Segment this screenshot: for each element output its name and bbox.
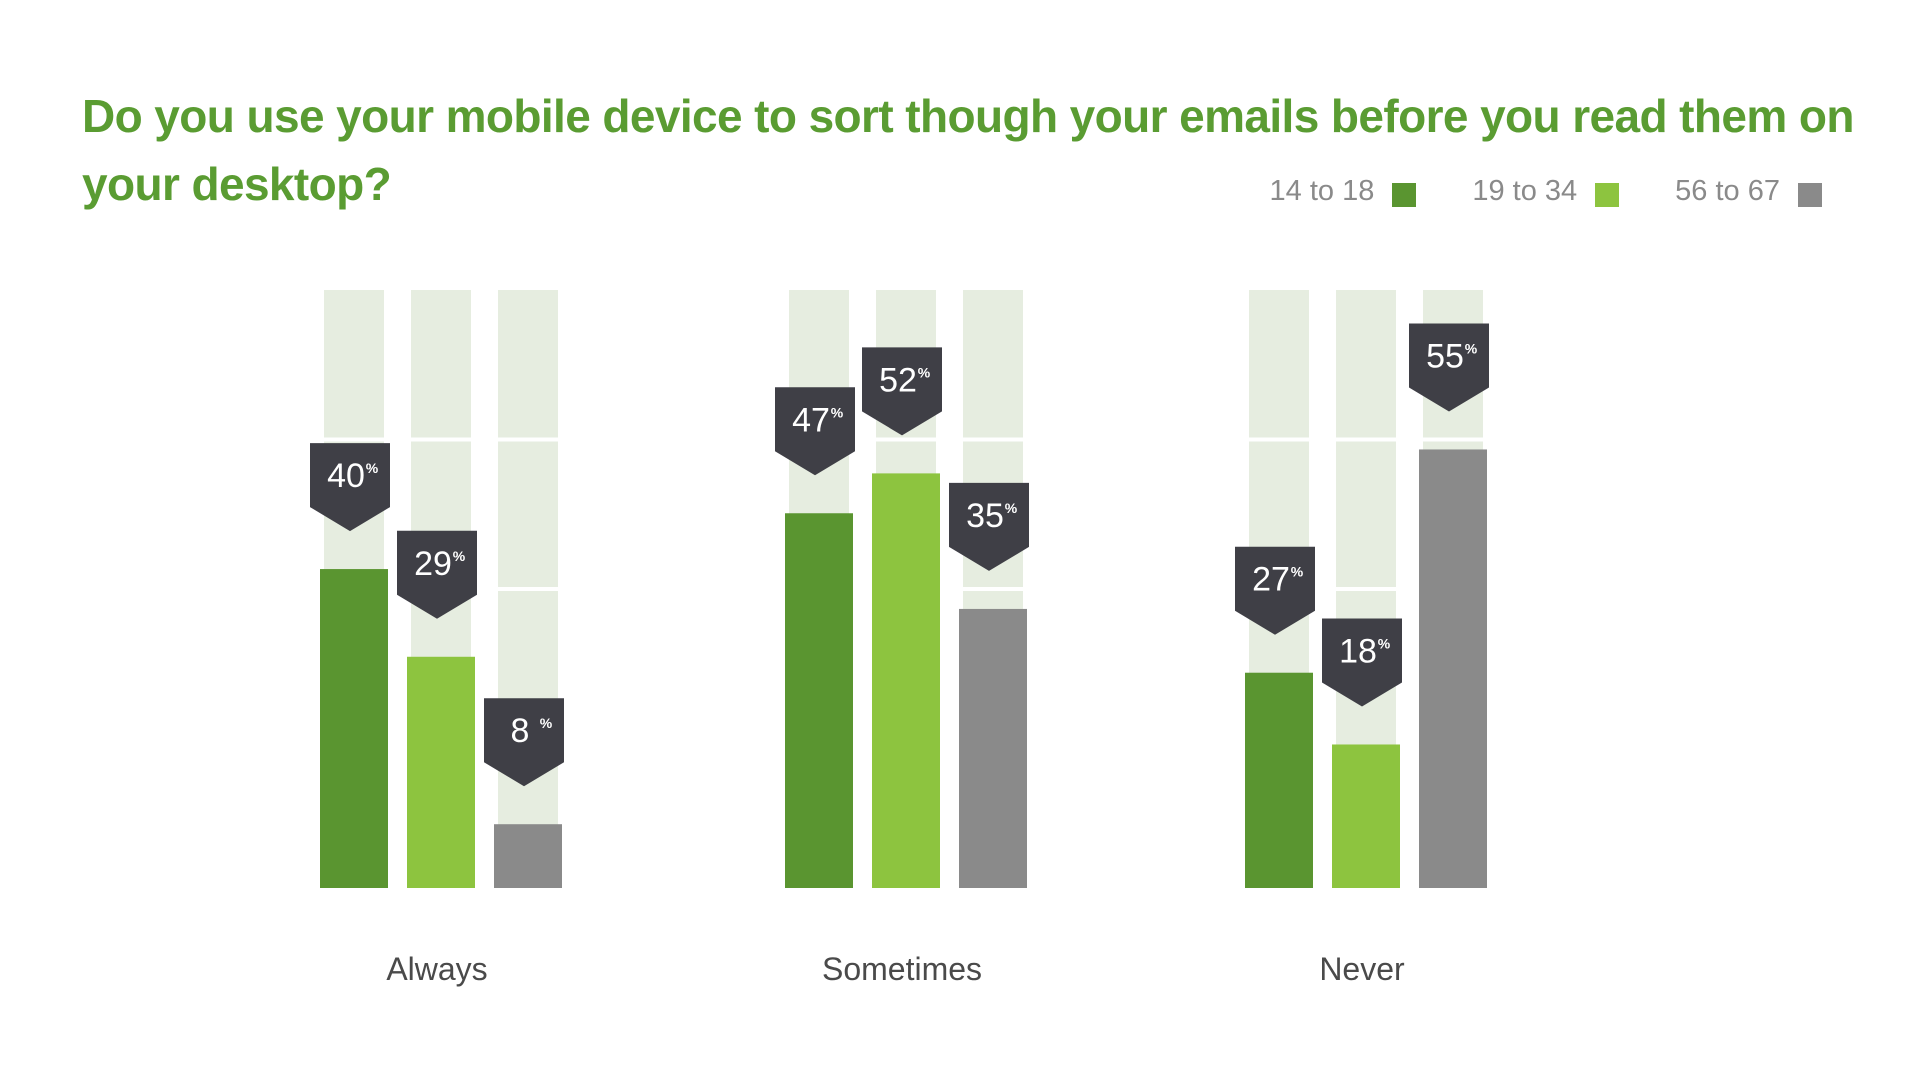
bar-always-0 <box>320 569 388 888</box>
bar-never-0 <box>1245 672 1313 888</box>
bar-never-2 <box>1419 449 1487 888</box>
value-callout <box>949 482 1029 571</box>
data-label-percent: % <box>540 715 553 731</box>
data-label-percent: % <box>918 364 931 380</box>
legend-swatch <box>1595 182 1620 207</box>
data-label: 29 <box>414 545 452 583</box>
data-label-percent: % <box>1291 564 1304 580</box>
data-label-percent: % <box>453 548 466 564</box>
data-label: 18 <box>1339 632 1377 670</box>
data-label-percent: % <box>1378 635 1391 651</box>
chart-title: Do you use your mobile device to sort th… <box>82 90 1854 210</box>
data-label: 35 <box>966 497 1004 535</box>
legend-item-14-18: 14 to 18 <box>1270 175 1417 208</box>
category-label: Always <box>386 951 487 987</box>
category-label: Never <box>1319 951 1405 987</box>
legend-swatch <box>1392 182 1417 207</box>
value-callout <box>862 347 942 436</box>
bar-sometimes-2 <box>959 608 1027 888</box>
value-callout <box>1235 546 1315 635</box>
value-callout <box>484 698 564 787</box>
data-label-percent: % <box>366 460 379 476</box>
value-callout <box>1322 618 1402 707</box>
data-label: 8 <box>511 712 530 750</box>
legend-swatch <box>1798 182 1822 207</box>
data-label-percent: % <box>831 404 844 420</box>
data-label: 47 <box>792 401 830 439</box>
value-callout <box>397 530 477 619</box>
data-label: 52 <box>879 361 917 399</box>
value-callout <box>775 387 855 476</box>
legend: 14 to 18 19 to 34 56 to 67 <box>1270 175 1822 208</box>
bar-sometimes-0 <box>785 513 853 888</box>
data-label: 27 <box>1252 561 1290 599</box>
data-label: 40 <box>327 457 365 495</box>
data-label: 55 <box>1426 337 1464 375</box>
value-callout <box>310 443 390 532</box>
value-callout <box>1409 323 1489 412</box>
legend-item-19-34: 19 to 34 <box>1472 175 1620 208</box>
bar-always-1 <box>407 656 475 888</box>
legend-label: 14 to 18 <box>1269 175 1375 207</box>
bar-never-1 <box>1332 744 1400 888</box>
data-label-percent: % <box>1465 340 1478 356</box>
bar-always-2 <box>494 824 562 888</box>
category-label: Sometimes <box>822 951 982 987</box>
data-label-percent: % <box>1005 500 1018 516</box>
bar-sometimes-1 <box>872 473 940 888</box>
legend-label: 19 to 34 <box>1472 175 1578 207</box>
legend-item-56-67: 56 to 67 <box>1675 175 1822 208</box>
legend-label: 56 to 67 <box>1675 175 1780 207</box>
